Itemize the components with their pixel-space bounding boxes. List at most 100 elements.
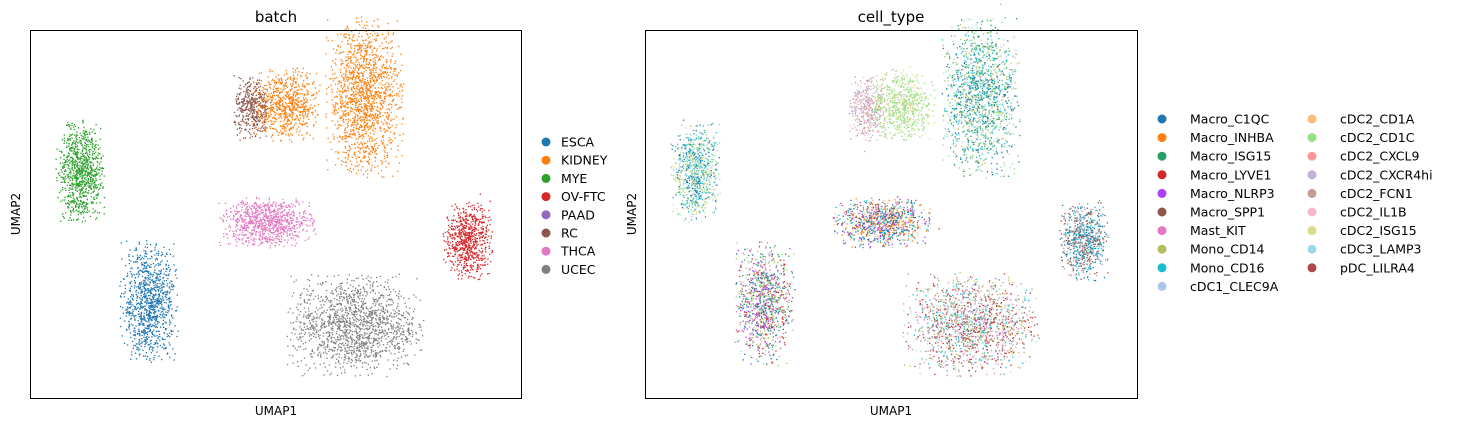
data-point <box>341 316 343 318</box>
data-point <box>292 204 295 206</box>
data-point <box>159 278 162 281</box>
data-point <box>77 184 80 186</box>
data-point <box>157 250 160 252</box>
data-point <box>81 137 83 140</box>
data-point <box>251 234 254 236</box>
data-point <box>130 280 132 283</box>
data-point <box>92 164 94 167</box>
data-point <box>253 212 256 214</box>
data-point <box>285 227 287 229</box>
data-point <box>158 270 160 272</box>
data-point <box>302 211 305 213</box>
data-point <box>448 224 450 227</box>
data-point <box>261 225 263 227</box>
data-point <box>79 139 81 141</box>
data-point <box>309 323 312 325</box>
data-point <box>472 256 474 259</box>
data-point <box>279 212 281 214</box>
data-point <box>83 156 86 158</box>
data-point <box>353 319 355 321</box>
data-point <box>469 247 472 249</box>
data-point <box>330 357 332 359</box>
data-point <box>390 325 392 327</box>
data-point <box>148 312 151 314</box>
data-point <box>370 342 372 344</box>
data-point <box>76 190 79 192</box>
data-point <box>162 310 164 312</box>
data-point <box>71 163 73 165</box>
data-point <box>63 178 65 180</box>
data-point <box>313 298 315 300</box>
data-point <box>83 163 85 165</box>
data-point <box>71 183 74 185</box>
data-point <box>141 338 143 340</box>
data-point <box>155 299 157 301</box>
data-point <box>75 219 78 221</box>
data-point <box>409 322 411 324</box>
data-point <box>304 322 306 325</box>
data-point <box>261 209 264 211</box>
data-point <box>78 183 80 185</box>
data-point <box>254 225 257 227</box>
data-point <box>246 203 248 205</box>
data-point <box>365 291 367 293</box>
data-point <box>338 303 340 305</box>
data-point <box>130 301 132 303</box>
data-point <box>294 347 296 349</box>
data-point <box>145 262 147 264</box>
data-point <box>386 317 388 319</box>
data-point <box>337 349 339 351</box>
data-point <box>84 184 86 186</box>
data-point <box>139 283 141 285</box>
data-point <box>325 332 327 334</box>
data-point <box>150 319 152 322</box>
data-point <box>71 178 74 180</box>
data-point <box>272 209 275 211</box>
data-point <box>313 335 315 338</box>
data-point <box>466 264 468 267</box>
data-point <box>235 218 238 220</box>
data-point <box>468 201 470 204</box>
data-point <box>408 334 410 336</box>
data-point <box>80 200 82 202</box>
data-point <box>121 292 123 294</box>
data-point <box>484 233 486 235</box>
data-point <box>62 165 64 168</box>
data-point <box>361 362 364 364</box>
data-point <box>480 204 482 206</box>
data-point <box>367 347 369 349</box>
data-point <box>302 219 304 221</box>
data-point <box>414 354 416 356</box>
data-point <box>233 232 235 235</box>
data-point <box>349 322 351 325</box>
data-point <box>163 273 165 275</box>
data-point <box>86 166 89 168</box>
data-point <box>140 317 142 320</box>
data-point <box>482 239 484 242</box>
data-point <box>131 312 133 314</box>
data-point <box>155 320 157 322</box>
data-point <box>144 288 147 290</box>
data-point <box>60 181 62 184</box>
data-point <box>167 297 170 299</box>
data-point <box>466 223 468 225</box>
data-point <box>339 302 341 304</box>
data-point <box>155 290 157 292</box>
data-point <box>162 319 164 321</box>
data-point <box>88 186 90 189</box>
data-point <box>290 213 292 215</box>
data-point <box>353 350 355 352</box>
data-point <box>244 241 247 243</box>
data-point <box>74 125 77 127</box>
data-point <box>162 268 165 270</box>
data-point <box>325 296 327 298</box>
data-point <box>403 362 405 365</box>
data-point <box>470 214 472 216</box>
data-point <box>378 292 380 294</box>
data-point <box>359 360 362 362</box>
data-point <box>327 343 329 346</box>
data-point <box>153 271 155 273</box>
data-point <box>339 293 342 296</box>
data-point <box>165 274 167 276</box>
data-point <box>363 311 365 313</box>
